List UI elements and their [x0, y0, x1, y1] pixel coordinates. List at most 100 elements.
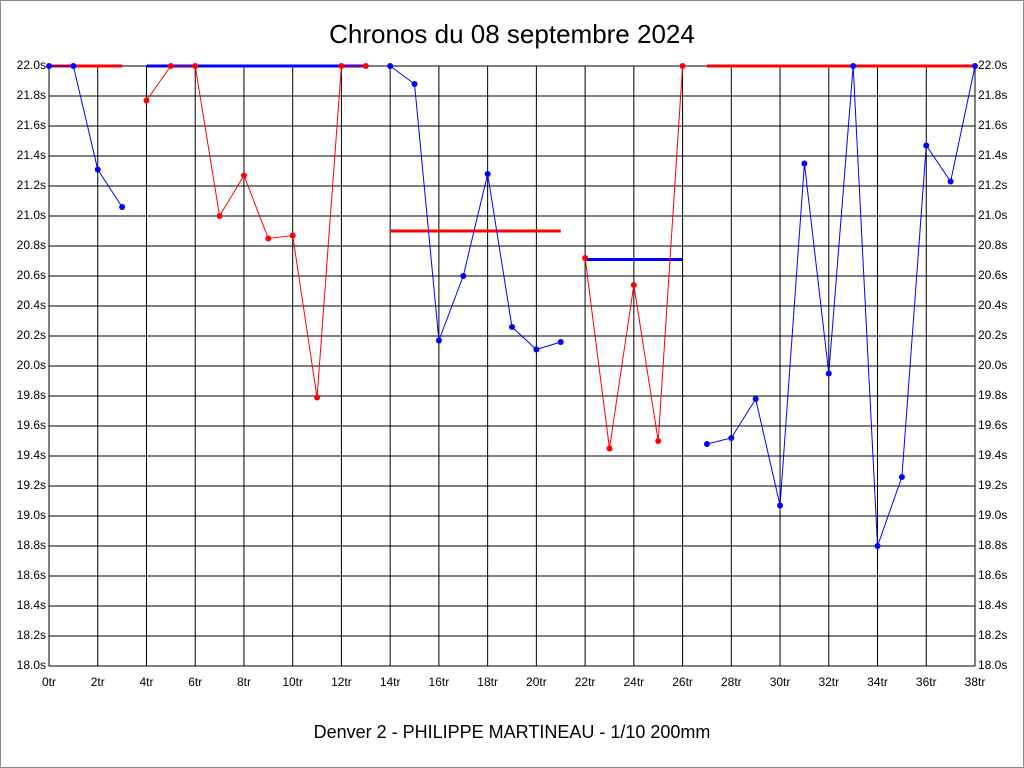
x-tick-label: 18tr	[477, 675, 498, 689]
x-tick-label: 20tr	[526, 675, 547, 689]
y-tick-label: 19.6s	[17, 418, 46, 432]
data-point	[216, 213, 223, 219]
y-tick-label: 18.6s	[17, 568, 46, 582]
y2-tick-label: 18.0s	[978, 658, 1007, 672]
y2-tick-label: 20.0s	[978, 358, 1007, 372]
y-tick-label: 19.4s	[17, 448, 46, 462]
x-tick-label: 12tr	[331, 675, 352, 689]
series-line	[49, 65, 976, 547]
y-tick-label: 20.0s	[17, 358, 46, 372]
y2-tick-label: 20.4s	[978, 298, 1007, 312]
y-tick-label: 20.6s	[17, 268, 46, 282]
x-tick-label: 30tr	[770, 675, 791, 689]
x-tick-label: 28tr	[721, 675, 742, 689]
y2-tick-label: 21.4s	[978, 148, 1007, 162]
data-point	[70, 63, 77, 69]
y-tick-label: 19.0s	[17, 508, 46, 522]
data-point	[923, 142, 930, 149]
plot-frame	[48, 65, 976, 667]
x-tick-label: 6tr	[188, 675, 202, 689]
data-point	[387, 63, 394, 69]
data-point	[972, 63, 978, 69]
y-tick-label: 21.0s	[17, 208, 46, 222]
data-point	[289, 232, 296, 239]
data-point	[752, 396, 759, 402]
y-tick-label: 20.8s	[17, 238, 46, 252]
y-tick-label: 18.0s	[17, 658, 46, 672]
y-tick-label: 22.0s	[17, 58, 46, 72]
x-tick-label: 16tr	[429, 675, 450, 689]
data-point	[338, 63, 345, 69]
y2-tick-label: 18.6s	[978, 568, 1007, 582]
y-tick-label: 20.4s	[17, 298, 46, 312]
y-tick-label: 21.2s	[17, 178, 46, 192]
y2-tick-label: 18.2s	[978, 628, 1007, 642]
data-point	[240, 172, 247, 179]
data-point	[533, 346, 540, 353]
data-point	[557, 339, 564, 345]
data-point	[119, 204, 126, 210]
y-tick-label: 18.8s	[17, 538, 46, 552]
y2-tick-label: 21.6s	[978, 118, 1007, 132]
data-point	[898, 474, 905, 480]
y-tick-label: 18.4s	[17, 598, 46, 612]
y-tick-label: 21.4s	[17, 148, 46, 162]
data-point	[265, 235, 272, 242]
y2-tick-label: 19.6s	[978, 418, 1007, 432]
data-point	[46, 63, 52, 69]
x-tick-label: 24tr	[623, 675, 644, 689]
data-point	[167, 63, 174, 69]
data-point	[728, 435, 735, 441]
y-tick-label: 18.2s	[17, 628, 46, 642]
x-tick-label: 34tr	[867, 675, 888, 689]
chart-subtitle: Denver 2 - PHILIPPE MARTINEAU - 1/10 200…	[314, 722, 711, 742]
x-tick-label: 38tr	[965, 675, 986, 689]
y2-tick-label: 20.6s	[978, 268, 1007, 282]
x-tick-label: 26tr	[672, 675, 693, 689]
x-tick-label: 4tr	[139, 675, 153, 689]
data-point	[94, 166, 101, 173]
data-point	[143, 97, 150, 104]
data-point	[509, 324, 515, 330]
y2-tick-label: 19.0s	[978, 508, 1007, 522]
y2-tick-label: 20.2s	[978, 328, 1007, 342]
y-tick-label: 21.8s	[17, 88, 46, 102]
data-point	[435, 337, 442, 344]
y2-tick-label: 19.2s	[978, 478, 1007, 492]
x-tick-label: 14tr	[380, 675, 401, 689]
x-tick-label: 8tr	[237, 675, 251, 689]
data-point	[850, 63, 857, 69]
chart-title: Chronos du 08 septembre 2024	[329, 19, 695, 49]
data-point	[679, 63, 686, 69]
y2-tick-label: 18.8s	[978, 538, 1007, 552]
data-point	[484, 171, 491, 177]
y2-tick-label: 21.8s	[978, 88, 1007, 102]
data-point	[606, 445, 613, 452]
y-tick-label: 19.2s	[17, 478, 46, 492]
data-point	[314, 394, 321, 401]
x-tick-label: 36tr	[916, 675, 937, 689]
y-tick-label: 21.6s	[17, 118, 46, 132]
data-point	[801, 160, 808, 167]
data-point	[362, 63, 369, 69]
x-tick-label: 22tr	[575, 675, 596, 689]
data-point	[411, 81, 418, 87]
data-point	[192, 63, 199, 69]
x-tick-label: 10tr	[282, 675, 303, 689]
data-point	[630, 282, 637, 288]
x-tick-label: 32tr	[818, 675, 839, 689]
y2-tick-label: 20.8s	[978, 238, 1007, 252]
data-point	[582, 255, 589, 261]
y-tick-label: 20.2s	[17, 328, 46, 342]
y2-tick-label: 18.4s	[978, 598, 1007, 612]
data-point	[703, 441, 710, 447]
x-tick-label: 0tr	[42, 675, 56, 689]
data-point	[777, 502, 784, 509]
y2-tick-label: 19.4s	[978, 448, 1007, 462]
data-point	[655, 438, 662, 444]
data-point	[874, 543, 881, 549]
y2-tick-label: 22.0s	[978, 58, 1007, 72]
x-tick-label: 2tr	[91, 675, 105, 689]
